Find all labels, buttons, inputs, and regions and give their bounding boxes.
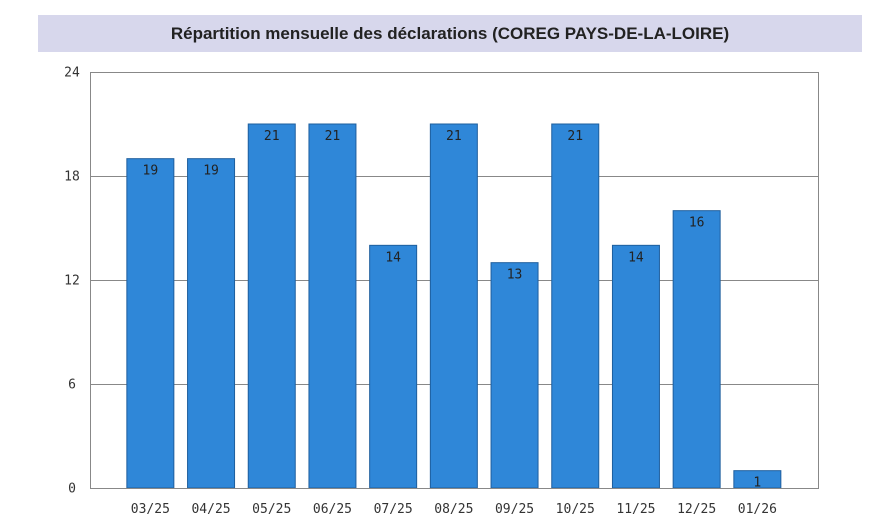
bar-value-label: 19 <box>203 164 219 179</box>
bar <box>308 123 357 489</box>
x-tick-label: 08/25 <box>434 502 473 517</box>
bar-value-label: 14 <box>628 250 644 265</box>
x-tick-label: 04/25 <box>191 502 230 517</box>
y-tick-label: 18 <box>64 170 80 185</box>
bars: 19 19 21 21 14 21 13 21 14 16 1 <box>126 123 782 491</box>
bar-value-label: 21 <box>325 129 341 144</box>
x-tick-label: 10/25 <box>556 502 595 517</box>
bar-value-label: 21 <box>567 129 583 144</box>
bar <box>369 244 418 489</box>
y-tick-label: 24 <box>64 66 80 81</box>
y-tick-label: 6 <box>68 378 76 393</box>
bar-value-label: 1 <box>753 476 761 491</box>
x-tick-label: 07/25 <box>374 502 413 517</box>
chart-title-bar: Répartition mensuelle des déclarations (… <box>38 15 862 52</box>
x-tick-label: 03/25 <box>131 502 170 517</box>
x-tick-label: 09/25 <box>495 502 534 517</box>
bar-value-label: 21 <box>446 129 462 144</box>
bar <box>672 210 721 489</box>
plot-area-frame <box>90 72 819 489</box>
bar <box>611 244 660 489</box>
x-tick-label: 06/25 <box>313 502 352 517</box>
bar <box>551 123 600 489</box>
bar-value-label: 21 <box>264 129 280 144</box>
x-tick-label: 05/25 <box>252 502 291 517</box>
x-tick-label: 01/26 <box>738 502 777 517</box>
bar <box>247 123 296 489</box>
bar-value-label: 19 <box>143 164 159 179</box>
bar-value-label: 14 <box>385 250 401 265</box>
y-tick-label: 0 <box>68 482 76 497</box>
y-tick-label: 12 <box>64 274 80 289</box>
bar <box>490 262 539 489</box>
y-axis-ticks: 0 6 12 18 24 <box>64 66 80 497</box>
chart-title: Répartition mensuelle des déclarations (… <box>170 23 730 43</box>
bar-value-label: 16 <box>689 216 705 231</box>
x-tick-label: 11/25 <box>616 502 655 517</box>
bar <box>429 123 478 489</box>
bar-value-label: 13 <box>507 268 523 283</box>
x-tick-label: 12/25 <box>677 502 716 517</box>
bar <box>126 158 175 489</box>
x-axis-ticks: 03/25 04/25 05/25 06/25 07/25 08/25 09/25 10/25… <box>131 502 777 517</box>
bar <box>187 158 236 489</box>
